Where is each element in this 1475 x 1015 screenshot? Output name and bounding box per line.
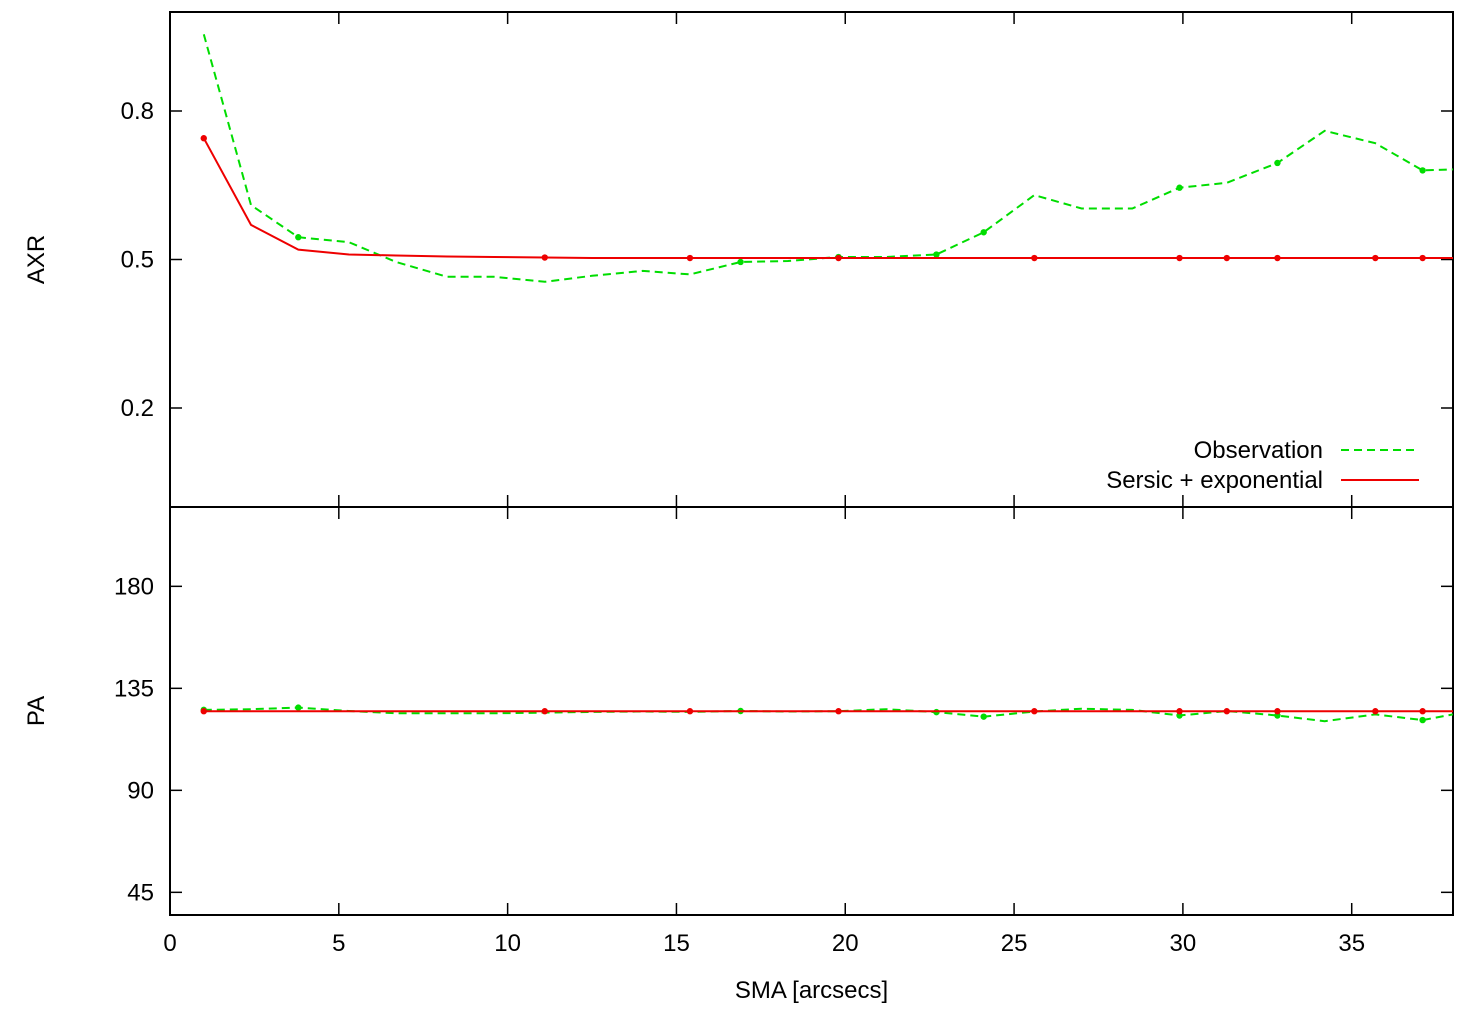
- data-point: [1223, 708, 1230, 715]
- x-axis-label: SMA [arcsecs]: [735, 977, 888, 1004]
- x-tick-label: 10: [494, 930, 521, 957]
- x-tick-label: 35: [1338, 930, 1365, 957]
- axr-panel: 0.2 0.5 0.8 AXR: [23, 11, 1454, 508]
- y-tick-label: 0.2: [121, 395, 154, 422]
- data-point: [835, 254, 842, 262]
- x-tick-label: 15: [663, 930, 690, 957]
- legend-label: Observation: [1194, 437, 1323, 464]
- data-point: [1274, 159, 1281, 167]
- data-point: [1274, 254, 1281, 262]
- data-point: [1223, 254, 1230, 262]
- data-point: [1419, 254, 1426, 262]
- data-point: [980, 713, 987, 720]
- legend-label: Sersic + exponential: [1106, 467, 1323, 494]
- data-point: [686, 708, 694, 715]
- series-line-0: [203, 706, 1453, 723]
- y-tick-label: 0.5: [121, 247, 154, 274]
- data-point: [933, 251, 940, 258]
- data-point: [1176, 184, 1183, 191]
- x-tick-label: 30: [1170, 930, 1197, 957]
- data-point: [1419, 716, 1426, 724]
- legend: Observation Sersic + exponential: [1106, 437, 1419, 494]
- data-point: [295, 234, 302, 241]
- series-line-1: [202, 137, 1453, 259]
- data-point: [1372, 708, 1379, 715]
- y-tick-label: 90: [127, 777, 154, 804]
- x-tick-label: 20: [832, 930, 859, 957]
- data-point: [1176, 254, 1183, 262]
- data-point: [1031, 254, 1038, 262]
- y-axis-label: PA: [23, 696, 50, 726]
- data-point: [1031, 708, 1038, 715]
- y-tick-label: 0.8: [121, 98, 154, 125]
- data-point: [686, 254, 694, 262]
- data-point: [737, 258, 744, 266]
- x-tick-label: 25: [1001, 930, 1028, 957]
- data-point: [980, 229, 987, 236]
- data-point: [1176, 708, 1183, 715]
- data-point: [1372, 254, 1379, 262]
- x-tick-label: 0: [163, 930, 176, 957]
- y-tick-label: 135: [114, 675, 154, 702]
- data-point: [200, 708, 207, 715]
- data-point: [200, 135, 207, 142]
- data-point: [835, 708, 842, 715]
- series-line-0: [202, 34, 1453, 283]
- y-tick-label: 180: [114, 573, 154, 600]
- data-point: [1419, 167, 1426, 174]
- data-point: [295, 704, 302, 711]
- y-axis-label: AXR: [23, 235, 50, 284]
- data-point: [1274, 708, 1281, 715]
- pa-panel: 45 90 135 180 0 5 10 15 20 25 30 35 PA SMA [arcsecs]: [23, 506, 1454, 1004]
- data-point: [541, 254, 548, 261]
- data-point: [541, 708, 548, 715]
- x-tick-label: 5: [332, 930, 345, 957]
- data-point: [1419, 708, 1426, 715]
- y-tick-label: 45: [127, 879, 154, 906]
